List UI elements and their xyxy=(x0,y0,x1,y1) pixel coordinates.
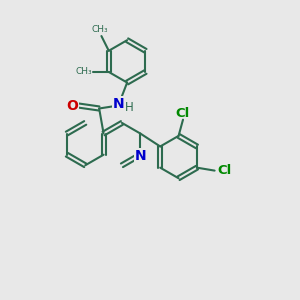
Text: CH₃: CH₃ xyxy=(92,25,108,34)
Text: CH₃: CH₃ xyxy=(75,67,92,76)
Text: O: O xyxy=(66,98,78,112)
Text: N: N xyxy=(112,97,124,111)
Text: Cl: Cl xyxy=(217,164,231,177)
Text: N: N xyxy=(134,149,146,163)
Text: H: H xyxy=(125,101,134,114)
Text: Cl: Cl xyxy=(176,107,190,120)
